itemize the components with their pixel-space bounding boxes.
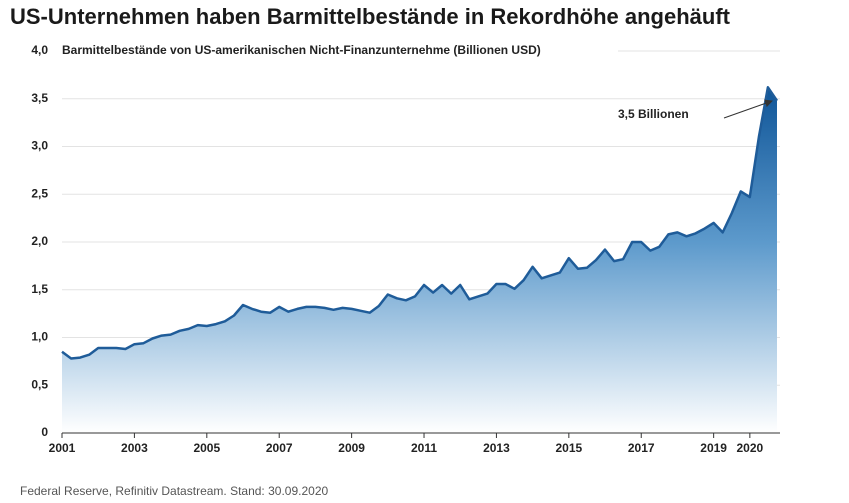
x-tick-label: 2015 <box>555 441 582 455</box>
x-tick-label: 2009 <box>338 441 365 455</box>
area <box>62 87 777 434</box>
x-tick-label: 2017 <box>628 441 655 455</box>
y-tick-label: 0,5 <box>31 377 48 391</box>
x-tick-label: 2003 <box>121 441 148 455</box>
y-tick-label: 4,0 <box>31 43 48 57</box>
x-tick-label: 2013 <box>483 441 510 455</box>
y-tick-label: 2,5 <box>31 186 48 200</box>
y-tick-label: 2,0 <box>31 234 48 248</box>
x-tick-label: 2007 <box>266 441 293 455</box>
chart-title: US-Unternehmen haben Barmittelbestände i… <box>10 4 731 29</box>
line <box>61 86 779 360</box>
y-tick-label: 0 <box>41 425 48 439</box>
y-tick-label: 1,5 <box>31 282 48 296</box>
source-note: Federal Reserve, Refinitiv Datastream. S… <box>20 484 328 498</box>
y-tick-label: 1,0 <box>31 330 48 344</box>
y-tick-label: 3,5 <box>31 91 48 105</box>
annotation: 3,5 Billionen <box>618 107 689 121</box>
x-tick-label: 2011 <box>411 441 437 455</box>
chart-subtitle: Barmittelbestände von US-amerikanischen … <box>62 43 541 57</box>
x-tick-label: 2019 <box>700 441 727 455</box>
x-tick-label: 2005 <box>193 441 220 455</box>
y-tick-label: 3,0 <box>31 139 48 153</box>
x-tick-label: 2001 <box>49 441 76 455</box>
annotation-arrow <box>723 99 773 119</box>
x-tick-label: 2020 <box>736 441 763 455</box>
subtitle-bg <box>58 43 618 59</box>
